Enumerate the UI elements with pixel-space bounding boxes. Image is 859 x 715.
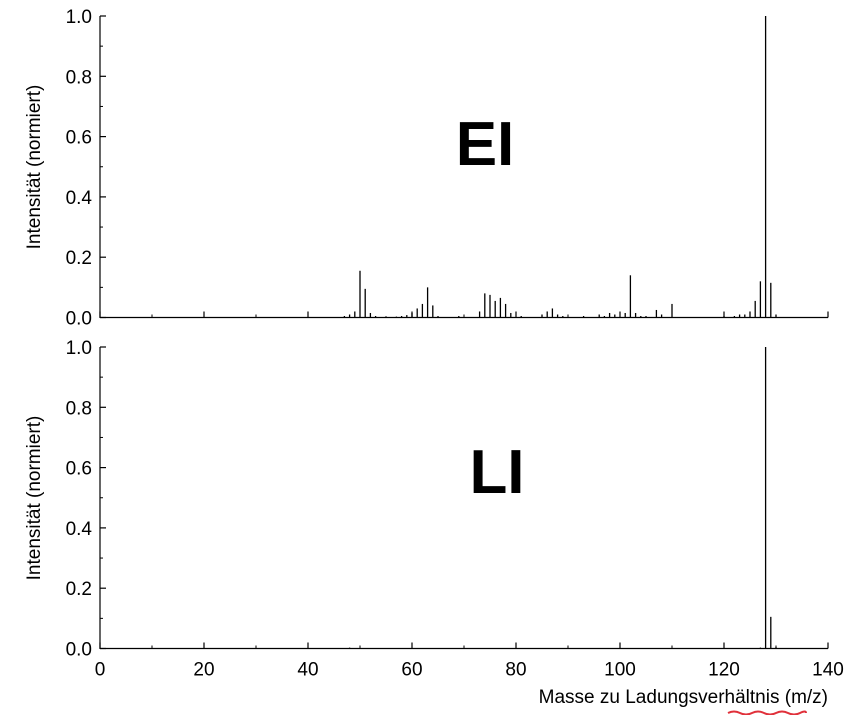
x-axis-label: Masse zu Ladungsverhältnis (m/z) bbox=[539, 687, 828, 708]
li-y-ticks: 0.0 0.2 0.4 0.6 0.8 1.0 bbox=[66, 338, 106, 661]
li-x-ticks: 0 20 40 60 80 100 120 140 bbox=[95, 642, 844, 681]
li-y-tick-label: 0.2 bbox=[66, 579, 92, 600]
li-peaks bbox=[348, 347, 777, 649]
ei-y-tick-label: 1.0 bbox=[66, 7, 92, 28]
ei-peaks bbox=[343, 16, 777, 318]
li-y-tick-label: 0.4 bbox=[66, 519, 93, 540]
ei-y-axis-label: Intensität (normiert) bbox=[24, 85, 45, 250]
ei-y-ticks: 0.0 0.2 0.4 0.6 0.8 1.0 bbox=[66, 7, 106, 330]
li-y-tick-label: 0.0 bbox=[66, 640, 92, 661]
ei-y-tick-label: 0.4 bbox=[66, 188, 93, 209]
li-spectrum-panel: 0.0 0.2 0.4 0.6 0.8 1.0 0 20 40 60 80 100 120 140 LI… bbox=[24, 338, 844, 715]
spellcheck-underline bbox=[727, 710, 807, 715]
x-tick-label: 80 bbox=[505, 660, 526, 681]
ei-x-ticks bbox=[99, 311, 829, 318]
x-tick-label: 20 bbox=[193, 660, 214, 681]
x-tick-label: 0 bbox=[95, 660, 106, 681]
ei-y-tick-label: 0.8 bbox=[66, 67, 92, 88]
x-tick-label: 120 bbox=[708, 660, 740, 681]
ei-y-tick-label: 0.2 bbox=[66, 248, 92, 269]
x-tick-label: 140 bbox=[812, 660, 844, 681]
li-y-tick-label: 0.8 bbox=[66, 398, 92, 419]
li-panel-title: LI bbox=[469, 438, 524, 507]
ei-y-tick-label: 0.0 bbox=[66, 309, 92, 330]
x-tick-label: 100 bbox=[604, 660, 636, 681]
li-y-tick-label: 0.6 bbox=[66, 459, 92, 480]
ei-panel-title: EI bbox=[456, 110, 515, 179]
x-tick-label: 40 bbox=[297, 660, 318, 681]
ei-spectrum-panel: 0.0 0.2 0.4 0.6 0.8 1.0 EI Intensität (normie… bbox=[24, 7, 829, 330]
li-y-axis-label: Intensität (normiert) bbox=[24, 416, 45, 581]
li-y-tick-label: 1.0 bbox=[66, 338, 92, 359]
ei-y-tick-label: 0.6 bbox=[66, 128, 92, 149]
x-tick-label: 60 bbox=[401, 660, 422, 681]
